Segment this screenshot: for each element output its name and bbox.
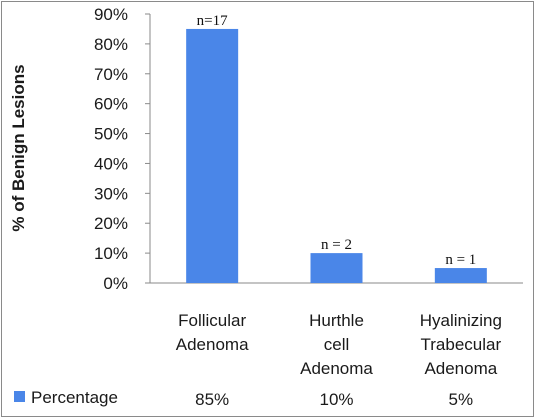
table-value: 5% bbox=[449, 390, 474, 409]
category-label: Adenoma bbox=[424, 359, 497, 378]
category-label: Hurthle bbox=[309, 311, 364, 330]
y-tick-label: 20% bbox=[94, 214, 128, 233]
table-value: 85% bbox=[195, 390, 229, 409]
bar bbox=[186, 28, 239, 284]
bars bbox=[186, 28, 487, 284]
table-value: 10% bbox=[319, 390, 353, 409]
category-labels: Follicular Adenoma Hurthle cell Adenoma Hyali… bbox=[176, 311, 502, 378]
count-labels: n=17 n = 2 n = 1 bbox=[197, 13, 477, 268]
count-label: n=17 bbox=[197, 13, 228, 29]
y-tick-label: 90% bbox=[94, 5, 128, 24]
y-tick-label: 60% bbox=[94, 95, 128, 114]
y-tick-label: 0% bbox=[103, 274, 128, 293]
y-tick-label: 30% bbox=[94, 184, 128, 203]
y-tick-label: 50% bbox=[94, 125, 128, 144]
legend-series-name: Percentage bbox=[31, 388, 118, 407]
count-label: n = 2 bbox=[321, 237, 352, 253]
y-tick-label: 40% bbox=[94, 154, 128, 173]
bar bbox=[434, 268, 487, 283]
category-label: Trabecular bbox=[421, 335, 502, 354]
y-tick-label: 80% bbox=[94, 35, 128, 54]
data-table: Percentage 85% 10% 5% bbox=[14, 388, 473, 409]
y-tick-label: 10% bbox=[94, 244, 128, 263]
category-label: Follicular bbox=[178, 311, 246, 330]
y-ticks: 0% 10% 20% 30% 40% 50% 60% 70% 80% 90% bbox=[94, 5, 150, 293]
y-tick-label: 70% bbox=[94, 65, 128, 84]
category-label: Adenoma bbox=[300, 359, 373, 378]
legend-swatch bbox=[14, 391, 25, 402]
category-label: cell bbox=[324, 335, 350, 354]
bar bbox=[310, 253, 363, 283]
count-label: n = 1 bbox=[445, 252, 476, 268]
category-label: Adenoma bbox=[176, 335, 249, 354]
category-label: Hyalinizing bbox=[420, 311, 502, 330]
y-axis-label: % of Benign Lesions bbox=[9, 64, 28, 231]
